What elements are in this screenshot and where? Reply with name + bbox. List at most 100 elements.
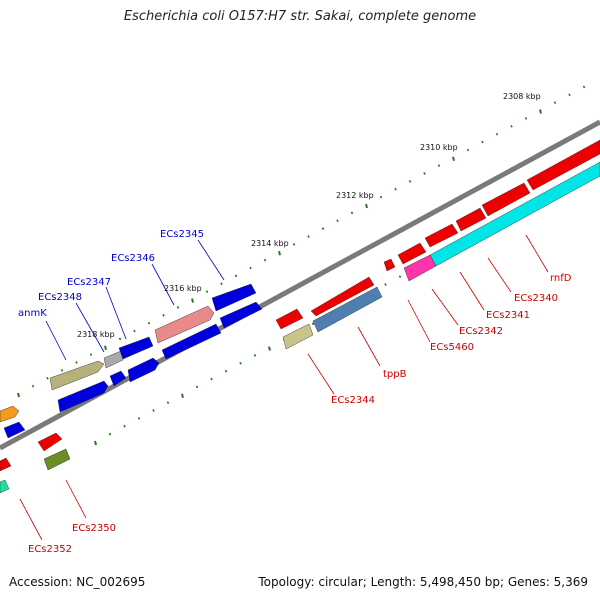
gene-feature[interactable] [0, 479, 10, 494]
minor-tick [89, 353, 93, 356]
gene-feature[interactable] [57, 380, 109, 413]
gene-feature[interactable] [127, 357, 160, 383]
major-tick [94, 440, 97, 446]
gene-label[interactable]: ECs2340 [514, 293, 558, 304]
gene-feature[interactable] [310, 276, 375, 317]
ruler-labels: 2308 kbp 2310 kbp 2312 kbp 2314 kbp 2316… [77, 92, 541, 339]
map-title: Escherichia coli O157:H7 str. Sakai, com… [123, 9, 477, 24]
minor-tick [423, 172, 426, 175]
ruler-label: 2310 kbp [420, 143, 458, 152]
gene-label[interactable]: ECs2345 [160, 229, 204, 240]
major-tick [278, 251, 281, 256]
minor-tick [205, 290, 209, 294]
gene-label[interactable]: ECs2344 [331, 395, 375, 406]
forward-features [0, 283, 263, 439]
major-tick [191, 298, 194, 303]
ruler-label: 2318 kbp [77, 330, 115, 339]
minor-tick [568, 93, 571, 97]
gene-label[interactable]: ECs2348 [38, 292, 82, 303]
gene-feature[interactable] [383, 258, 396, 272]
minor-tick [152, 409, 155, 412]
minor-tick [437, 164, 441, 168]
gene-feature[interactable] [312, 286, 383, 333]
gene-feature[interactable] [43, 448, 71, 471]
minor-tick [263, 258, 267, 262]
reverse-leaders [19, 234, 549, 541]
gene-feature[interactable] [429, 161, 600, 267]
ruler-label: 2308 kbp [503, 92, 541, 101]
minor-tick [495, 132, 499, 136]
major-tick [452, 156, 455, 162]
gene-label[interactable]: ECs2341 [486, 310, 530, 321]
minor-tick [311, 322, 315, 326]
minor-tick [379, 195, 383, 199]
gene-feature[interactable] [526, 139, 600, 191]
minor-tick [108, 432, 112, 436]
ruler-label: 2316 kbp [164, 284, 202, 293]
minor-tick [553, 101, 557, 105]
forward-leaders [45, 239, 225, 361]
gene-feature[interactable] [424, 223, 459, 248]
gene-feature[interactable] [455, 207, 487, 232]
gene-label[interactable]: ECs2350 [72, 523, 116, 534]
minor-tick [321, 227, 325, 231]
minor-tick [220, 282, 223, 286]
minor-tick [524, 117, 528, 120]
gene-feature[interactable] [0, 405, 20, 423]
gene-feature[interactable] [397, 242, 427, 265]
gene-feature[interactable] [109, 370, 127, 387]
minor-tick [60, 369, 64, 372]
ruler-label: 2312 kbp [336, 191, 374, 200]
minor-tick [46, 376, 49, 380]
major-tick [539, 109, 542, 114]
minor-tick [224, 369, 228, 373]
minor-tick [137, 417, 141, 420]
gene-feature[interactable] [154, 305, 215, 344]
gene-label[interactable]: tppB [383, 369, 407, 380]
major-tick [365, 203, 368, 209]
major-tick [104, 345, 107, 351]
gene-feature[interactable] [211, 283, 257, 312]
gene-label[interactable]: anmK [18, 308, 47, 319]
minor-tick [408, 180, 412, 183]
gene-label[interactable]: rnfD [550, 273, 572, 284]
gene-feature[interactable] [275, 308, 304, 330]
minor-tick [133, 329, 136, 333]
gene-label[interactable]: ECs2342 [459, 326, 503, 337]
summary-text: Topology: circular; Length: 5,498,450 bp… [258, 575, 588, 589]
gene-feature[interactable] [3, 421, 26, 439]
minor-tick [384, 283, 387, 286]
minor-tick [253, 354, 257, 357]
minor-tick [394, 187, 397, 191]
minor-tick [336, 219, 339, 223]
gene-label[interactable]: ECs2352 [28, 544, 72, 555]
major-tick [17, 392, 20, 398]
major-tick [268, 346, 271, 351]
gene-feature[interactable] [118, 336, 154, 360]
gene-feature[interactable] [37, 432, 63, 452]
gene-feature[interactable] [103, 350, 124, 369]
gene-feature[interactable] [161, 323, 222, 360]
minor-tick [162, 313, 165, 317]
minor-tick [466, 148, 470, 152]
minor-tick [398, 275, 402, 279]
gene-feature[interactable] [219, 301, 263, 329]
gene-label[interactable]: ECs2347 [67, 277, 111, 288]
gene-feature[interactable] [282, 323, 314, 350]
ruler-label: 2314 kbp [251, 239, 289, 248]
minor-tick [118, 337, 122, 341]
gene-feature[interactable] [481, 182, 531, 217]
minor-tick [350, 211, 354, 215]
minor-tick [234, 274, 238, 278]
minor-tick [307, 235, 310, 238]
major-tick [181, 393, 184, 399]
gene-feature[interactable] [49, 360, 105, 391]
gene-label[interactable]: ECs5460 [430, 342, 474, 353]
minor-tick [195, 385, 199, 389]
gene-feature[interactable] [0, 457, 12, 472]
minor-tick [510, 124, 513, 128]
gene-label[interactable]: ECs2346 [111, 253, 155, 264]
accession-text: Accession: NC_002695 [9, 575, 146, 589]
minor-tick [292, 243, 296, 246]
minor-tick [582, 85, 586, 89]
